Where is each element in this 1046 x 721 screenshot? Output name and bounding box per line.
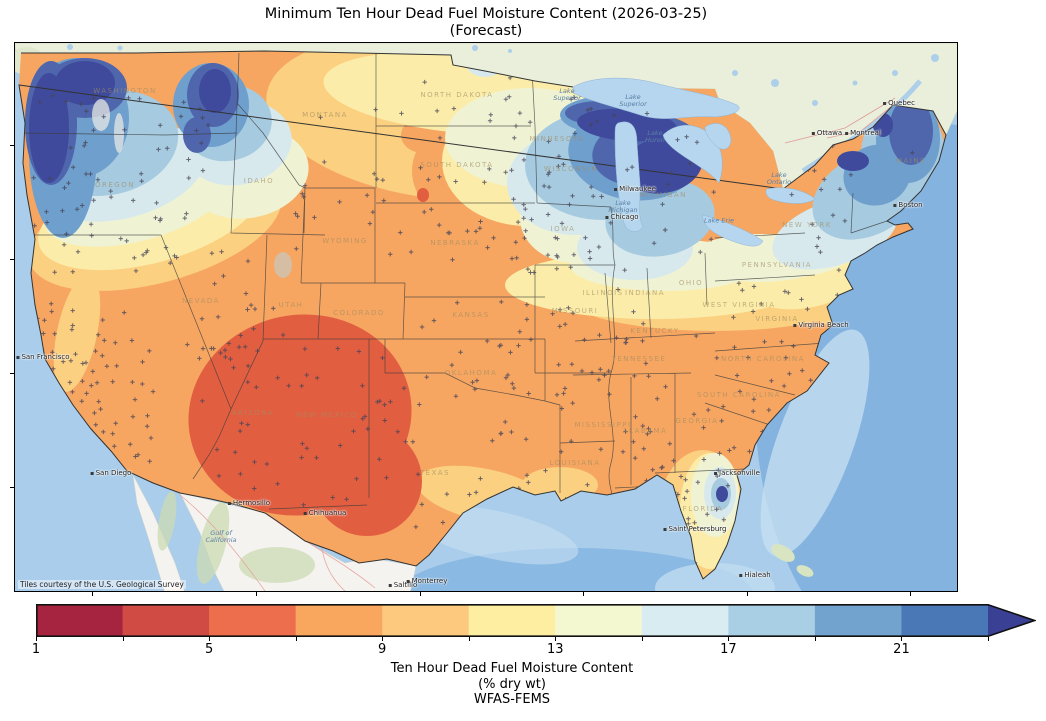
colorbar-tick-21 [901,637,903,641]
colorbar-segment-9-11 [382,604,470,637]
tiles-attribution: Tiles courtesy of the U.S. Geological Su… [18,580,186,589]
colorbar-segment-11-13 [468,604,556,637]
colorbar-tick-label-9: 9 [378,642,387,657]
colorbar-svg [36,604,1038,637]
figure-title: Minimum Ten Hour Dead Fuel Moisture Cont… [14,6,958,40]
atlantic-shelf [760,329,870,557]
florida-bank [655,563,775,591]
title-line1: Minimum Ten Hour Dead Fuel Moisture Cont… [264,6,708,22]
colorbar-segment-3-5 [122,604,210,637]
map-xtick [256,592,257,596]
map-xtick [583,592,584,596]
us-outline [18,50,947,580]
colorbar-tick-label-13: 13 [546,642,564,657]
caption-line3: WFAS-FEMS [473,692,551,707]
colorbar-tick-label-1: 1 [31,642,41,657]
colorbar-tick-17 [728,637,730,641]
colorbar-segment-5-7 [209,604,297,637]
colorbar-tick-label-17: 17 [720,642,737,657]
colorbar-segment-17-19 [728,604,816,637]
map-canvas: WASHINGTON OREGON IDAHO MONTANA WYOMING NEVAD… [14,42,958,592]
colorbar-tick-label-5: 5 [204,642,214,657]
great-salt-lake [274,252,292,278]
colorbar-tick-23 [988,637,989,641]
lake-michigan [614,121,644,232]
colorbar-tick-5 [209,637,211,641]
map-xtick [910,592,911,596]
bahamas [771,544,814,577]
title-line2: (Forecast) [449,23,523,39]
great-lakes [572,77,816,247]
map-svg [15,43,957,591]
colorbar-outline [36,604,1038,637]
georgian-bay [704,123,732,150]
colorbar-tick-1 [36,637,37,641]
colorbar-segment-7-9 [295,604,383,637]
canada-lakes [67,44,939,106]
caption-line1: Ten Hour Dead Fuel Moisture Content [390,661,634,676]
colorbar-caption: Ten Hour Dead Fuel Moisture Content (% d… [36,661,988,708]
map-ytick [10,259,14,260]
colorbar-tick-19 [814,637,816,641]
map-xtick [420,592,421,596]
map-xtick [92,592,93,596]
colorbar-tick-11 [468,637,470,641]
colorbar-segment-13-15 [555,604,643,637]
mexico-mountains [157,491,315,584]
colorbar-tick-15 [641,637,643,641]
colorbar-tick-13 [555,637,557,641]
lake-ontario [765,187,816,204]
colorbar-segment-19-21 [814,604,902,637]
lake-erie [702,214,764,247]
map-xtick [747,592,748,596]
state-borders [21,51,888,510]
map-ytick [10,145,14,146]
colorbar-tick-7 [295,637,297,641]
colorbar-segment-21-23 [901,604,989,637]
colorbar-tick-9 [382,637,384,641]
map-ytick [10,487,14,488]
lake-superior [572,77,740,119]
colorbar-tick-3 [122,637,124,641]
colorbar-over-arrow [988,604,1036,637]
colorbar [36,604,1038,637]
map-ytick [10,373,14,374]
colorbar-segment-15-17 [641,604,729,637]
caption-line2: (% dry wt) [478,676,546,692]
colorbar-tick-label-21: 21 [893,642,910,657]
colorbar-segment-1-3 [36,604,124,637]
